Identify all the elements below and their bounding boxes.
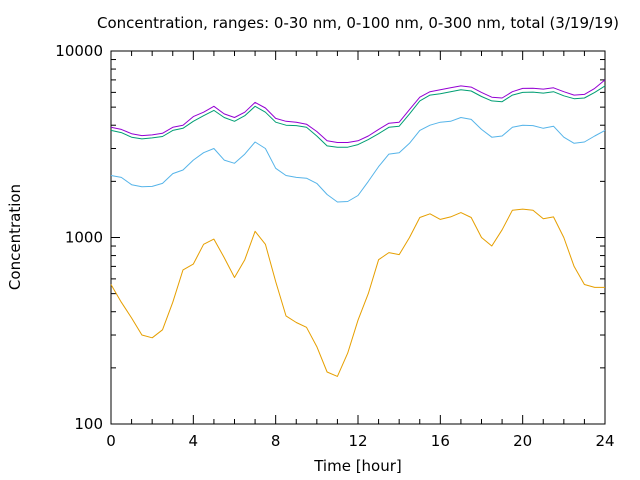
series-layer [110,79,606,377]
x-tick-label: 8 [271,432,281,450]
x-tick-label: 4 [189,432,199,450]
series-line-2 [110,117,606,203]
series-line-1 [110,208,605,377]
plot-frame [110,50,606,425]
x-axis-label: Time [hour] [313,457,402,475]
x-tick-label: 12 [348,432,367,450]
x-tick-label: 24 [595,432,614,450]
y-axis-ticks: 100 1000 10000 [55,42,605,433]
y-tick-label: 100 [74,415,103,433]
x-tick-label: 16 [431,432,450,450]
y-axis-label: Concentration [6,184,24,290]
x-axis-ticks: 0 4 8 12 16 20 24 [106,51,615,450]
series-line-3 [110,85,606,148]
chart-title: Concentration, ranges: 0-30 nm, 0-100 nm… [97,14,619,32]
y-tick-label: 1000 [65,229,103,247]
x-tick-label: 0 [106,432,116,450]
x-tick-label: 20 [513,432,532,450]
y-tick-label: 10000 [55,42,103,60]
series-line-4 [110,79,606,143]
